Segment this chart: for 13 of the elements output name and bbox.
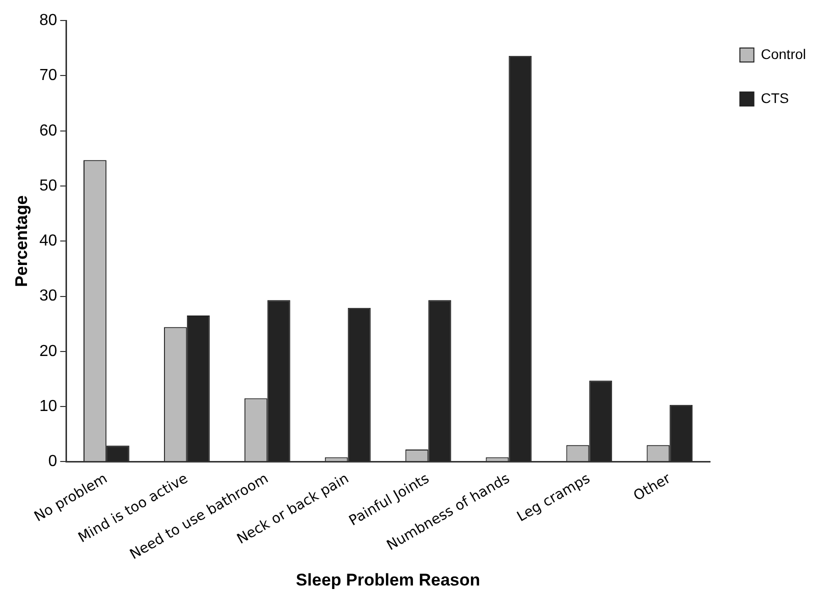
y-tick-label: 70 bbox=[39, 67, 58, 84]
x-axis-title: Sleep Problem Reason bbox=[296, 570, 480, 590]
legend-label: CTS bbox=[760, 90, 789, 106]
y-tick-label: 60 bbox=[39, 122, 58, 140]
y-tick-label: 10 bbox=[39, 398, 58, 415]
y-tick-label: 50 bbox=[39, 177, 58, 194]
legend-label: Control bbox=[760, 46, 806, 62]
y-tick-label: 20 bbox=[39, 342, 58, 360]
y-tick-label: 40 bbox=[39, 232, 58, 250]
y-tick-label: 0 bbox=[48, 453, 58, 470]
y-tick-label: 80 bbox=[39, 12, 58, 30]
y-axis-title: Percentage bbox=[12, 195, 31, 287]
y-tick-label: 30 bbox=[39, 288, 58, 305]
